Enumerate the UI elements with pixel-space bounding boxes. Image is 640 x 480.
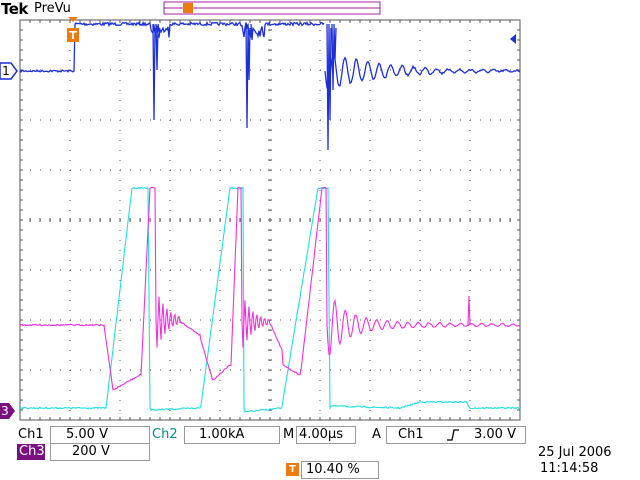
date: 25 Jul 2006	[538, 445, 612, 460]
ch1-scale: 5.00 V	[66, 427, 108, 442]
ch3-waveform	[19, 186, 521, 391]
brand-logo: Tek	[1, 0, 28, 18]
ch2-scale: 1.00kA	[199, 427, 245, 442]
ch3-scale-box[interactable]	[50, 443, 150, 461]
ch1-waveform	[19, 20, 521, 151]
acquisition-mode: PreVu	[34, 1, 71, 16]
rising-edge-icon	[447, 429, 459, 441]
ch3-marker-label: 3	[1, 404, 9, 418]
trigger-position-icon-label: T	[289, 464, 296, 475]
time: 11:14:58	[540, 461, 599, 476]
ch2-label: Ch2	[152, 427, 178, 442]
trigger-position-icon: T	[286, 463, 299, 476]
trigger-marker-label: T	[69, 29, 77, 42]
ch3-label: Ch3	[19, 444, 45, 459]
trigger-position-box[interactable]	[301, 461, 379, 479]
ch1-ground-marker[interactable]: 1	[0, 62, 18, 80]
trigger-level-arrow-icon[interactable]	[510, 34, 516, 44]
ch3-ground-marker[interactable]: 3	[0, 403, 15, 419]
timebase-value: 4.00µs	[299, 427, 343, 442]
ch3-label-badge	[17, 444, 45, 460]
trigger-mode: A	[372, 427, 381, 442]
trigger-source: Ch1	[398, 427, 424, 442]
ch2-scale-box[interactable]	[184, 426, 280, 444]
ch3-scale: 200 V	[72, 444, 110, 459]
trigger-level: 3.00 V	[474, 427, 516, 442]
record-position-bar[interactable]	[163, 1, 381, 15]
trigger-position: 10.40 %	[306, 462, 360, 477]
trigger-position-marker[interactable]: T	[67, 17, 79, 42]
timebase-label: M	[283, 427, 295, 442]
graticule	[19, 19, 521, 421]
trigger-box[interactable]	[386, 426, 526, 444]
ch1-label: Ch1	[18, 427, 44, 442]
ch2-waveform	[19, 186, 521, 413]
timebase-box[interactable]	[296, 426, 356, 444]
ch1-marker-label: 1	[2, 64, 10, 78]
